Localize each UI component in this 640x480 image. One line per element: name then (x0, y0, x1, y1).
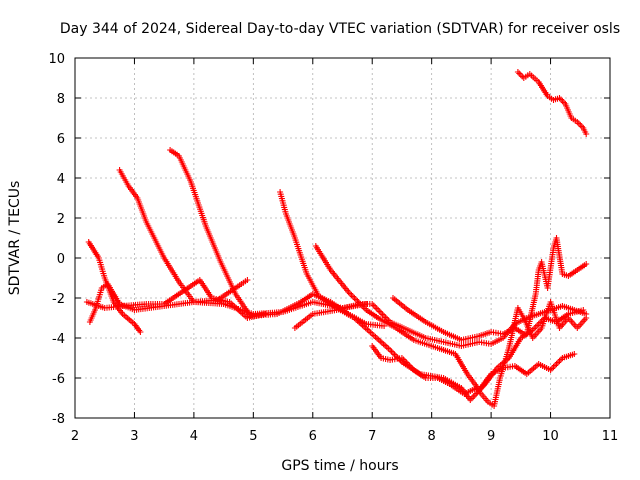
plot-frame (74, 57, 611, 419)
series-s6 (277, 189, 587, 403)
y-tick-label: 0 (57, 252, 65, 267)
y-tick-label: 10 (48, 52, 65, 67)
y-tick-label: 2 (57, 212, 65, 227)
x-tick-label: 10 (542, 429, 559, 444)
x-tick-label: 6 (309, 429, 317, 444)
marker-trace (312, 243, 578, 393)
y-tick-label: 8 (57, 92, 65, 107)
data-points (83, 69, 590, 409)
marker-trace (514, 69, 590, 137)
marker-trace (369, 299, 590, 409)
x-tick-label: 7 (368, 429, 376, 444)
y-tick-label: 4 (57, 172, 65, 187)
y-tick-label: 6 (57, 132, 65, 147)
x-axis-label: GPS time / hours (281, 458, 398, 474)
axis-ticks: 2 3 4 5 6 7 8 9 10 11 -8 -6 -4 -2 0 2 4 6 8 10 (48, 52, 618, 444)
x-tick-label: 4 (190, 429, 198, 444)
series-s5 (83, 277, 269, 321)
y-tick-label: -8 (52, 412, 65, 427)
marker-trace (291, 301, 590, 349)
series-s3 (116, 167, 251, 305)
marker-trace (277, 189, 587, 403)
series-s8 (291, 301, 590, 349)
y-tick-label: -2 (52, 292, 65, 307)
series-s10 (369, 299, 590, 409)
x-tick-label: 8 (428, 429, 436, 444)
y-tick-label: -6 (52, 372, 65, 387)
x-tick-label: 11 (602, 429, 619, 444)
y-axis-label: SDTVAR / TECUs (7, 181, 23, 296)
series-s9 (390, 295, 527, 343)
marker-trace (390, 295, 527, 343)
chart-title: Day 344 of 2024, Sidereal Day-to-day VTE… (60, 21, 620, 37)
series-s7 (312, 243, 578, 393)
x-tick-label: 9 (487, 429, 495, 444)
marker-trace (116, 167, 251, 305)
marker-trace (523, 235, 590, 337)
y-tick-label: -4 (52, 332, 65, 347)
series-s12 (514, 69, 590, 137)
marker-trace (83, 277, 269, 321)
x-tick-label: 2 (71, 429, 79, 444)
x-tick-label: 5 (249, 429, 257, 444)
series-s11 (523, 235, 590, 337)
x-tick-label: 3 (130, 429, 138, 444)
